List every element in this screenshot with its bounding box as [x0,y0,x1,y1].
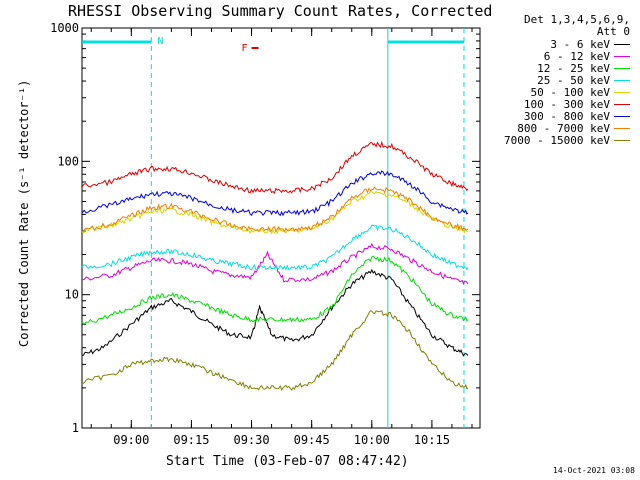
series-line-5 [81,140,469,194]
series-line-1 [81,242,469,285]
series-line-2 [81,255,469,325]
series-line-3 [81,224,469,271]
legend-swatch [614,55,630,57]
legend-item-label: 50 - 100 keV [530,85,610,99]
y-tick-label-2: 100 [57,154,79,168]
series-line-4 [81,190,469,235]
legend-item-label: 300 - 800 keV [523,109,610,123]
legend-header-line-2: Att 0 [596,25,630,38]
legend-item-2: 12 - 25 keV [480,61,630,75]
series-line-7 [81,186,469,233]
x-tick-label-2: 09:30 [233,433,269,447]
legend-swatch [614,91,630,93]
x-axis-label: Start Time (03-Feb-07 08:47:42) [166,454,409,469]
legend-item-0: 3 - 6 keV [480,37,630,51]
footer-timestamp: 14-Oct-2021 03:08 [553,466,635,475]
x-tick-label-0: 09:00 [113,433,149,447]
x-tick-label-4: 10:00 [354,433,390,447]
annotation-n: N [157,36,163,47]
legend-item-label: 800 - 7000 keV [517,121,610,135]
legend-swatch [614,67,630,69]
legend-item-3: 25 - 50 keV [480,73,630,87]
legend-item-5: 100 - 300 keV [480,97,630,111]
x-tick-label-1: 09:15 [173,433,209,447]
plot-frame [81,27,481,429]
legend-item-label: 25 - 50 keV [537,73,610,87]
chart-title: RHESSI Observing Summary Count Rates, Co… [68,2,493,20]
x-tick-label-3: 09:45 [294,433,330,447]
legend-swatch [614,115,630,117]
legend-item-label: 6 - 12 keV [543,49,610,63]
legend-swatch [614,139,630,141]
legend-swatch [614,103,630,105]
legend-swatch [614,43,630,45]
legend-item-8: 7000 - 15000 keV [480,133,630,147]
y-tick-label-3: 1000 [50,21,79,35]
legend-swatch [614,127,630,129]
legend-item-1: 6 - 12 keV [480,49,630,63]
y-tick-label-1: 10 [65,288,79,302]
y-tick-label-0: 1 [72,421,79,435]
annotation-f: F [242,43,248,54]
y-axis-label: Corrected Count Rate (s⁻¹ detector⁻¹) [17,79,31,347]
legend-item-label: 12 - 25 keV [537,61,610,75]
legend-item-label: 100 - 300 keV [523,97,610,111]
legend-item-4: 50 - 100 keV [480,85,630,99]
legend-item-7: 800 - 7000 keV [480,121,630,135]
series-line-6 [81,170,469,217]
series-line-8 [81,310,469,391]
legend-item-label: 3 - 6 keV [550,37,610,51]
series-line-0 [81,268,469,357]
legend: Det 1,3,4,5,6,9, Att 0 3 - 6 keV 6 - 12 k… [480,13,630,147]
legend-header-line-1: Det 1,3,4,5,6,9, [524,13,630,26]
legend-swatch [614,79,630,81]
legend-item-label: 7000 - 15000 keV [504,133,610,147]
legend-item-6: 300 - 800 keV [480,109,630,123]
x-tick-label-5: 10:15 [414,433,450,447]
